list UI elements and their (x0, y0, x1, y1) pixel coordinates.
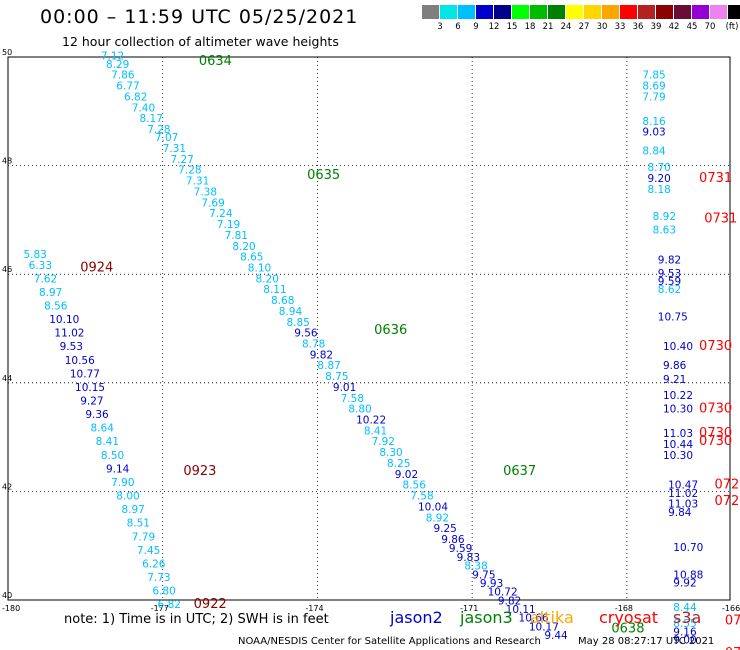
time-label: 0729 (725, 646, 740, 650)
y-tick-label: 48 (2, 157, 12, 166)
time-label: 0729 (725, 613, 740, 628)
swh-value: 9.14 (106, 463, 130, 475)
swh-value: 7.79 (642, 91, 665, 103)
time-label: 0923 (183, 464, 216, 479)
swh-value: 9.36 (85, 409, 109, 421)
time-label: 0636 (374, 323, 407, 338)
time-label: 0730 (699, 402, 732, 417)
altimeter-chart: 404244464850-180 -177 -174 -171 -168 -1667.12… (0, 0, 740, 650)
swh-value: 10.75 (658, 311, 688, 323)
swh-value: 6.80 (152, 586, 175, 598)
swh-value: 8.92 (653, 211, 676, 223)
x-tick-label: -180 (2, 604, 20, 613)
swh-value: 8.50 (101, 450, 124, 462)
swh-value: 8.84 (642, 146, 666, 158)
swh-value: 9.92 (673, 577, 696, 589)
satellite-altika-label: altika (530, 608, 574, 627)
swh-value: 9.03 (642, 127, 665, 139)
satellite-jason2-label: jason2 (390, 608, 443, 627)
y-tick-label: 44 (2, 374, 12, 383)
time-label: 0731 (704, 212, 737, 227)
note-text: note: 1) Time is in UTC; 2) SWH is in fe… (64, 612, 329, 627)
swh-value: 10.30 (663, 404, 693, 416)
y-tick-label: 40 (2, 591, 12, 600)
swh-value: 8.00 (116, 491, 139, 503)
swh-value: 7.62 (34, 273, 57, 285)
swh-value: 9.82 (658, 254, 681, 266)
plot-frame (8, 57, 730, 600)
time-label: 0634 (199, 54, 232, 69)
time-label: 0730 (699, 434, 732, 449)
swh-value: 10.77 (70, 368, 100, 380)
swh-value: 10.56 (65, 355, 95, 367)
timestamp: May 28 08:27:17 UTC 2021 (578, 636, 714, 647)
swh-value: 8.63 (653, 224, 676, 236)
swh-value: 9.53 (60, 341, 83, 353)
satellite-cryosat-label: cryosat (599, 608, 658, 627)
swh-value: 10.22 (663, 390, 693, 402)
swh-value: 10.40 (663, 341, 693, 353)
swh-value: 6.82 (158, 599, 181, 611)
time-label: 0729 (715, 478, 740, 493)
y-tick-label: 42 (2, 482, 12, 491)
swh-value: 9.44 (544, 630, 568, 642)
swh-value: 9.84 (668, 507, 692, 519)
time-label: 0637 (503, 464, 536, 479)
time-label: 0729 (715, 494, 740, 509)
x-tick-label: -166 (722, 604, 740, 613)
time-label: 0922 (194, 597, 227, 612)
swh-value: 8.51 (127, 518, 150, 530)
swh-value: 8.64 (91, 423, 115, 435)
swh-value: 7.79 (132, 531, 155, 543)
swh-value: 7.45 (137, 545, 160, 557)
swh-value: 9.21 (663, 374, 686, 386)
swh-value: 6.26 (142, 558, 166, 570)
time-label: 0635 (307, 168, 340, 183)
time-label: 0731 (699, 171, 732, 186)
swh-value: 10.70 (673, 542, 703, 554)
y-tick-label: 46 (2, 265, 12, 274)
swh-value: 8.97 (121, 504, 144, 516)
swh-value: 11.02 (54, 328, 84, 340)
time-label: 0730 (699, 339, 732, 354)
swh-value: 8.41 (96, 436, 119, 448)
swh-value: 8.97 (39, 287, 62, 299)
time-label: 0924 (80, 260, 113, 275)
swh-value: 9.86 (663, 360, 687, 372)
swh-value: 9.27 (80, 396, 103, 408)
swh-value: 8.62 (658, 284, 681, 296)
swh-value: 10.10 (49, 314, 79, 326)
swh-value: 7.90 (111, 477, 134, 489)
swh-value: 8.56 (44, 300, 68, 312)
satellite-jason3-label: jason3 (460, 608, 513, 627)
swh-value: 7.73 (147, 572, 170, 584)
swh-value: 10.15 (75, 382, 105, 394)
swh-value: 10.30 (663, 450, 693, 462)
satellite-s3a-label: s3a (673, 608, 701, 627)
credit-text: NOAA/NESDIS Center for Satellite Applica… (238, 636, 541, 647)
swh-value: 8.18 (647, 184, 670, 196)
swh-value: 6.33 (29, 260, 52, 272)
y-tick-label: 50 (2, 48, 12, 57)
